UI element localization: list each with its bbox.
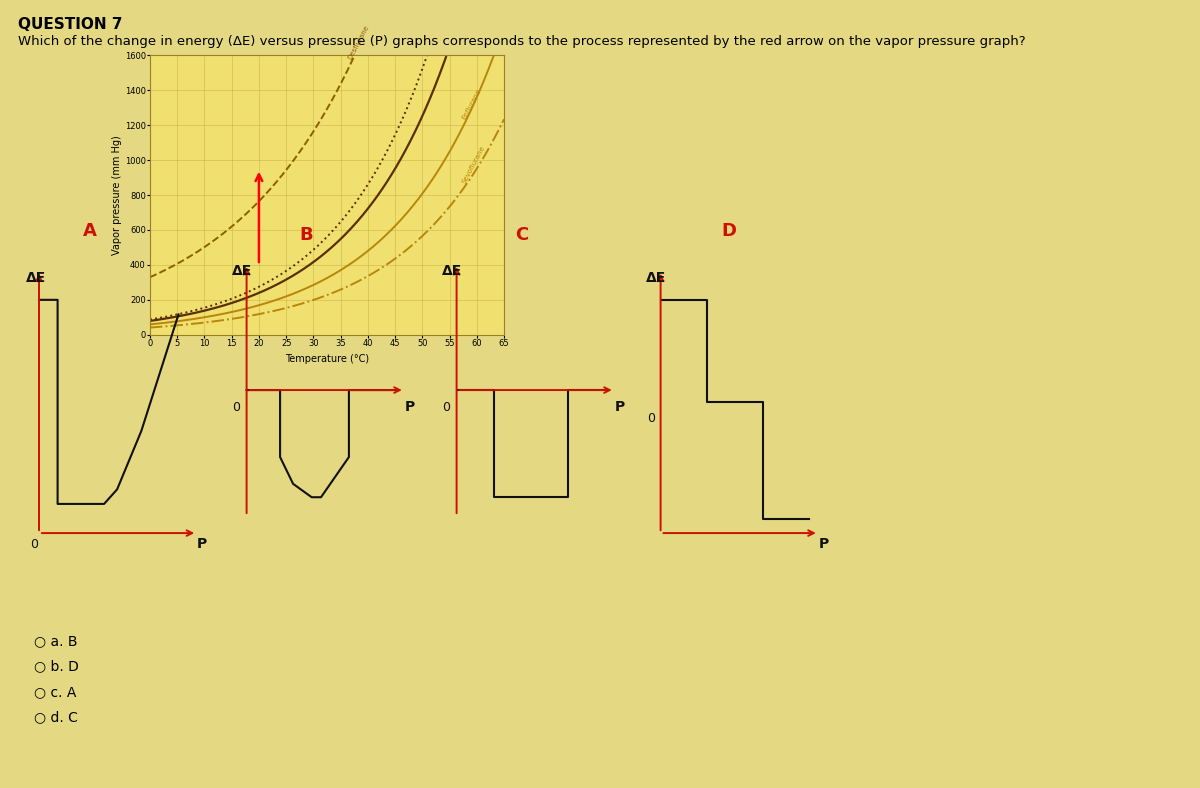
Text: QUESTION 7: QUESTION 7 [18, 17, 122, 32]
Text: P: P [614, 400, 625, 414]
Text: ΔE: ΔE [26, 270, 47, 284]
Text: ○ d. C: ○ d. C [34, 710, 78, 724]
Text: ΔE: ΔE [232, 264, 252, 278]
Text: P: P [197, 537, 208, 551]
Text: P: P [404, 400, 415, 414]
Text: ΔE: ΔE [442, 264, 462, 278]
Text: 0: 0 [648, 412, 655, 426]
Text: ΔE: ΔE [646, 270, 666, 284]
Text: ○ b. D: ○ b. D [34, 660, 78, 674]
Text: C: C [515, 226, 529, 244]
Text: D: D [721, 222, 736, 240]
Text: B: B [299, 226, 313, 244]
Text: 0: 0 [30, 537, 37, 551]
Text: ○ c. A: ○ c. A [34, 685, 76, 699]
X-axis label: Temperature (°C): Temperature (°C) [284, 354, 370, 363]
Text: ○ a. B: ○ a. B [34, 634, 77, 649]
Text: Sevoflurane: Sevoflurane [461, 145, 486, 184]
Y-axis label: Vapor pressure (mm Hg): Vapor pressure (mm Hg) [112, 136, 122, 255]
Text: P: P [818, 537, 829, 551]
Text: Enflurane: Enflurane [461, 87, 482, 121]
Text: Desflurane: Desflurane [347, 24, 371, 60]
Text: 0: 0 [232, 402, 240, 414]
Text: 0: 0 [442, 402, 450, 414]
Text: Which of the change in energy (ΔE) versus pressure (P) graphs corresponds to the: Which of the change in energy (ΔE) versu… [18, 35, 1026, 48]
Text: A: A [83, 222, 97, 240]
